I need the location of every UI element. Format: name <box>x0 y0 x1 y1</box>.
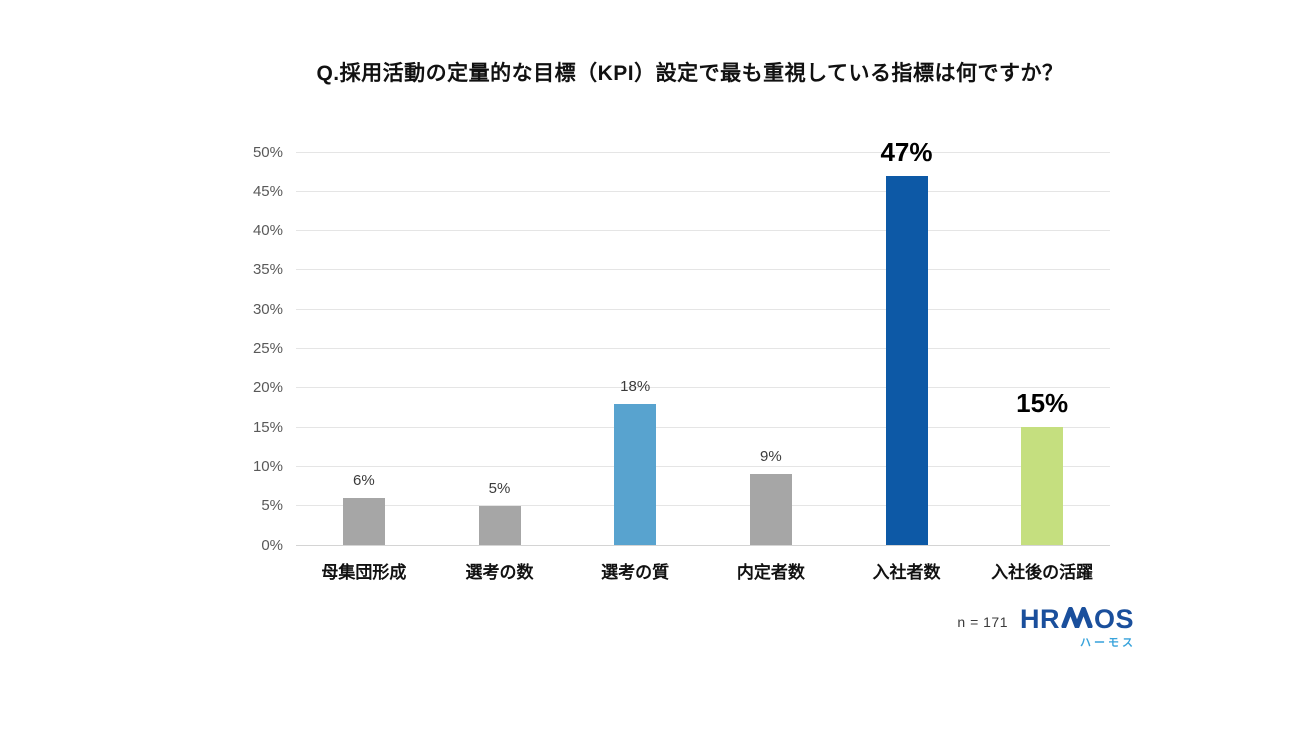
bar-入社後の活躍 <box>1021 427 1064 545</box>
chart-title: Q.採用活動の定量的な目標（KPI）設定で最も重視している指標は何ですか？ <box>316 62 1064 85</box>
y-axis-tick-label: 40% <box>252 222 283 240</box>
value-label-選考の数: 5% <box>488 479 511 497</box>
y-axis-tick-label: 45% <box>252 182 283 200</box>
hrmos-logo: HR OS ハーモス <box>1020 604 1138 650</box>
bar-選考の数 <box>478 505 521 545</box>
gridline-30% <box>296 308 1110 310</box>
gridline-40% <box>296 230 1110 232</box>
category-label-内定者数: 内定者数 <box>736 563 805 582</box>
gridline-0% <box>296 544 1110 546</box>
y-axis-tick-label: 25% <box>252 340 283 357</box>
hrmos-wordmark-left: HR <box>1020 604 1060 634</box>
gridline-10% <box>296 465 1110 467</box>
hrmos-m-icon <box>1061 607 1093 628</box>
gridline-50% <box>296 151 1110 153</box>
value-label-選考の質: 18% <box>620 377 651 395</box>
gridline-15% <box>296 426 1110 428</box>
hrmos-wordmark-right: OS <box>1094 604 1135 634</box>
category-label-入社後の活躍: 入社後の活躍 <box>991 563 1094 582</box>
value-label-母集団形成: 6% <box>352 471 375 489</box>
value-label-入社者数: 47% <box>880 136 933 167</box>
category-label-選考の質: 選考の質 <box>601 563 670 582</box>
bar-母集団形成 <box>342 497 385 545</box>
y-axis-tick-label: 10% <box>252 457 283 475</box>
value-label-内定者数: 9% <box>759 448 782 466</box>
category-label-母集団形成: 母集団形成 <box>321 563 407 582</box>
category-label-入社者数: 入社者数 <box>872 563 941 582</box>
y-axis-tick-label: 35% <box>252 261 283 279</box>
bar-選考の質 <box>614 403 657 545</box>
gridline-5% <box>296 505 1110 507</box>
hrmos-logo-subtext: ハーモス <box>1080 637 1136 649</box>
y-axis-tick-label: 5% <box>261 497 283 515</box>
gridline-25% <box>296 348 1110 349</box>
y-axis-tick-label: 20% <box>252 379 283 397</box>
bar-内定者数 <box>749 474 792 545</box>
category-label-選考の数: 選考の数 <box>465 563 534 582</box>
gridline-20% <box>296 387 1110 389</box>
value-label-入社後の活躍: 15% <box>1016 388 1069 419</box>
bar-入社者数 <box>885 175 928 545</box>
y-axis-tick-label: 0% <box>261 536 283 554</box>
y-axis-tick-label: 15% <box>252 418 283 436</box>
sample-size-note: n = 171 <box>957 614 1008 630</box>
plot-area: 0% 5% 10% 15% 20% 25% 30% 35% 40% 45% 50% 6% 母集団形成 5%… <box>253 137 1110 582</box>
y-axis-tick-label: 30% <box>252 300 283 318</box>
y-axis-tick-label: 50% <box>252 143 283 161</box>
gridline-35% <box>296 269 1110 271</box>
hrmos-wordmark: HR OS <box>1020 604 1138 634</box>
gridline-45% <box>296 190 1110 192</box>
